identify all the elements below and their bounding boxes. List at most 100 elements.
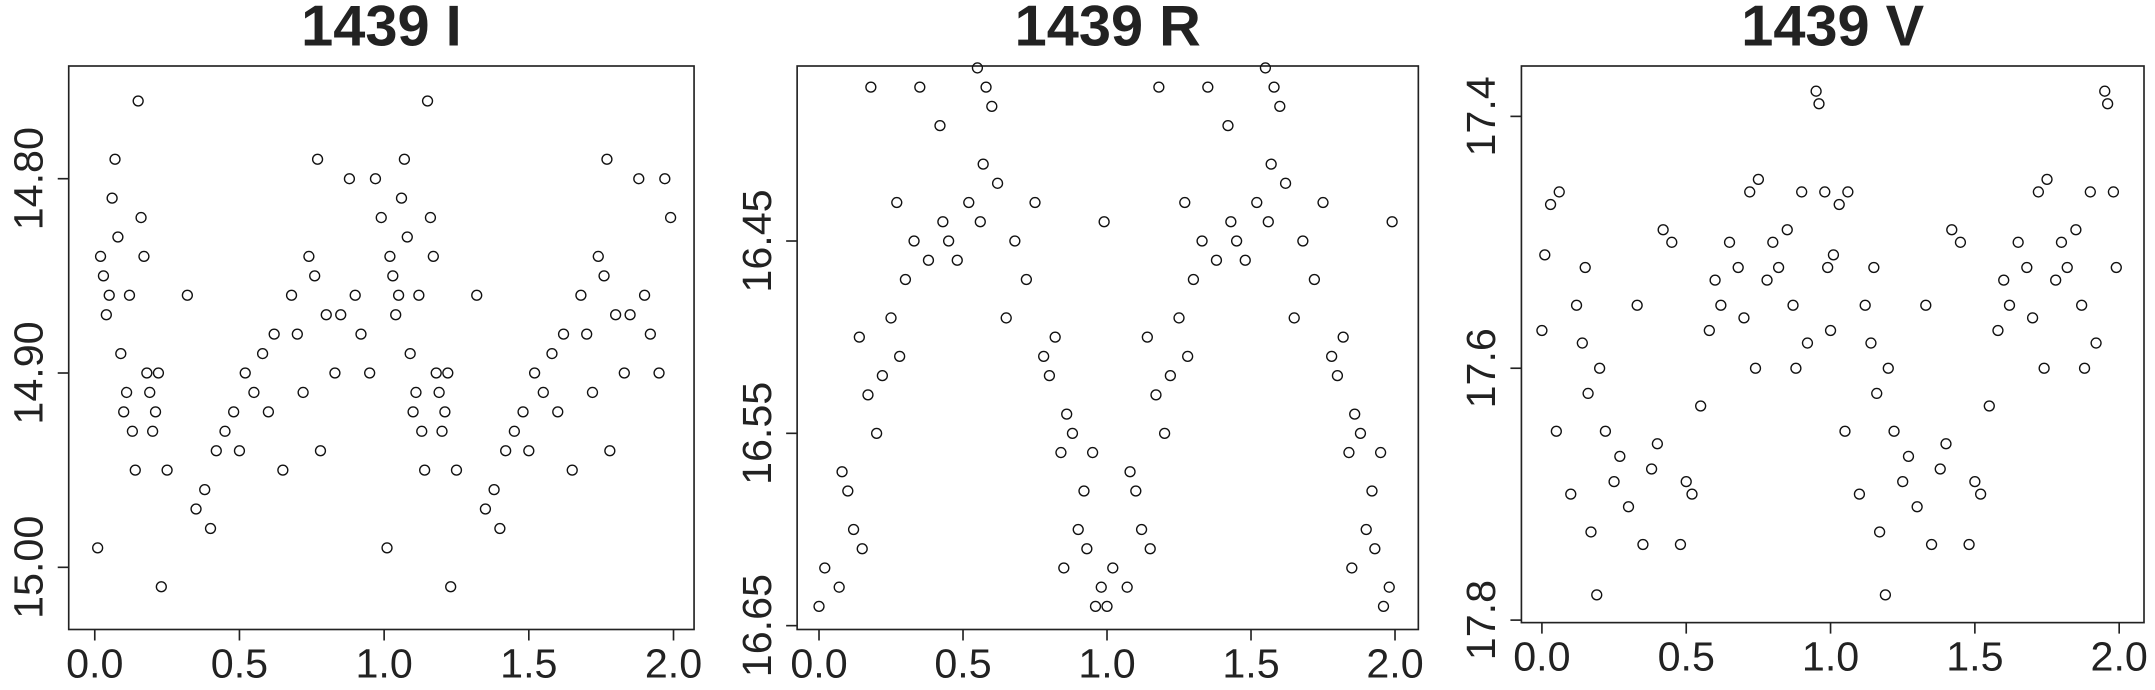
data-point — [1833, 198, 1845, 211]
data-point — [1089, 600, 1102, 613]
data-point — [1029, 196, 1041, 209]
data-point — [381, 542, 393, 554]
data-point — [500, 445, 512, 457]
data-point — [1383, 581, 1395, 593]
data-point — [1536, 324, 1548, 337]
data-point — [421, 95, 434, 107]
data-point — [1824, 324, 1837, 337]
data-point — [1326, 350, 1338, 363]
x-tick-label: 1.5 — [1222, 640, 1279, 686]
data-point — [1337, 331, 1349, 343]
data-point — [1998, 274, 2010, 286]
data-point — [1121, 581, 1133, 593]
data-point — [1576, 337, 1588, 349]
data-point — [1897, 475, 1909, 488]
data-point — [1565, 488, 1577, 500]
data-point — [228, 406, 240, 418]
data-point — [1842, 186, 1854, 198]
data-point — [1539, 249, 1551, 261]
data-point — [285, 289, 298, 301]
data-point — [320, 309, 332, 321]
data-point — [1098, 216, 1110, 228]
data-point — [865, 81, 877, 93]
data-point — [471, 289, 483, 301]
data-point — [894, 350, 906, 363]
data-point — [135, 211, 147, 224]
data-point — [2038, 362, 2050, 374]
data-point — [1749, 362, 1762, 374]
data-point — [1173, 312, 1185, 324]
data-point — [407, 406, 419, 418]
data-point — [390, 309, 402, 321]
data-point — [557, 328, 570, 340]
data-point — [355, 328, 367, 340]
data-point — [1225, 216, 1237, 228]
data-point — [118, 406, 130, 418]
data-point — [1911, 501, 1923, 513]
data-point — [1983, 400, 1995, 412]
data-point — [977, 158, 989, 170]
data-point — [1377, 600, 1390, 613]
data-point — [1061, 408, 1073, 420]
data-point — [311, 153, 324, 165]
data-point — [433, 386, 445, 399]
data-point — [442, 367, 454, 379]
data-point — [1631, 299, 1643, 311]
data-point — [369, 173, 382, 185]
x-tick-label: 1.5 — [1946, 634, 2003, 680]
data-point — [1072, 523, 1084, 536]
data-point — [1709, 274, 1721, 286]
data-point — [375, 211, 387, 224]
data-point — [1268, 81, 1280, 93]
data-point — [1680, 475, 1692, 488]
data-point — [1761, 274, 1773, 286]
data-point — [1158, 427, 1171, 439]
data-point — [256, 347, 269, 360]
data-point — [934, 119, 946, 132]
data-point — [2055, 236, 2068, 248]
data-point — [1992, 324, 2004, 337]
plot-frame — [1520, 65, 2145, 624]
data-point — [856, 543, 868, 555]
data-point — [1349, 408, 1361, 420]
data-point — [885, 312, 897, 324]
data-point — [1544, 198, 1557, 211]
data-point — [833, 581, 845, 593]
data-point — [2076, 299, 2088, 311]
data-point — [1888, 425, 1900, 437]
data-point — [1135, 523, 1148, 536]
data-point — [922, 254, 935, 266]
data-point — [876, 369, 889, 382]
data-point — [508, 425, 520, 437]
data-point — [1703, 324, 1715, 337]
data-point — [937, 216, 949, 228]
x-tick-label: 1.5 — [500, 640, 557, 686]
data-point — [891, 196, 903, 209]
x-tick-label: 0.5 — [211, 640, 268, 686]
data-point — [2026, 312, 2039, 324]
data-point — [210, 445, 222, 457]
data-point — [1695, 400, 1707, 412]
data-point — [659, 173, 671, 185]
data-point — [401, 231, 413, 243]
y-tick-label: 16.65 — [734, 574, 780, 677]
data-point — [1297, 235, 1309, 247]
data-point — [991, 177, 1004, 189]
data-point — [1222, 119, 1234, 132]
data-point — [181, 289, 193, 301]
data-point — [1196, 235, 1208, 247]
data-point — [633, 173, 645, 185]
data-point — [638, 289, 651, 301]
chart-title: 1439 V — [1741, 0, 1924, 59]
data-point — [664, 211, 677, 224]
data-point — [1066, 427, 1079, 439]
data-point — [126, 425, 139, 437]
x-tick-label: 2.0 — [645, 640, 702, 686]
data-point — [870, 427, 883, 439]
data-point — [1865, 337, 1877, 349]
data-point — [575, 289, 587, 301]
y-tick-label: 16.55 — [734, 382, 780, 485]
data-point — [155, 581, 167, 593]
data-point — [494, 522, 506, 535]
data-point — [1767, 236, 1779, 248]
